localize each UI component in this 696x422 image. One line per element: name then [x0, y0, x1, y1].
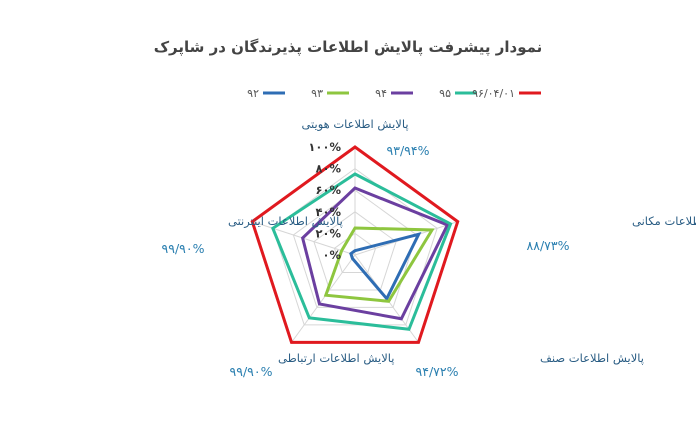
grid-ring: [292, 189, 418, 308]
legend-label: ۹۲: [247, 87, 259, 100]
series-layer: [250, 145, 460, 344]
chart-title: نمودار پیشرفت پالایش اطلاعات پذیرندگان د…: [154, 38, 543, 57]
tick-label: ۴۰%: [315, 205, 341, 219]
legend-entry: ۹۲: [247, 87, 285, 100]
legend-entry: ۹۴: [375, 87, 413, 100]
grid-ring: [313, 211, 397, 291]
legend-entry: ۹۳: [311, 87, 349, 100]
tick-label: ۱۰۰%: [308, 140, 341, 154]
series-line-2: [300, 186, 450, 321]
axis-value-label: ۹۹/۹۰%: [230, 364, 273, 379]
legend-entry: ۹۶/۰۴/۰۱: [472, 87, 541, 100]
series-line-4: [250, 145, 460, 344]
tick-labels: ۰% ۲۰% ۴۰% ۶۰% ۸۰% ۱۰۰%: [308, 140, 341, 262]
legend-label: ۹۵: [439, 87, 451, 100]
axis-value-label: ۸۸/۷۳%: [527, 238, 570, 253]
tick-label: ۸۰%: [315, 162, 341, 176]
series-line-1: [323, 226, 435, 303]
legend-entry: ۹۵: [439, 87, 477, 100]
tick-label: ۶۰%: [315, 183, 341, 197]
grid-spoke: [291, 254, 356, 343]
series-line-3: [270, 172, 453, 331]
axis-label: پالایش اطلاعات اینترنتی: [228, 214, 343, 229]
legend-label: ۹۴: [375, 87, 387, 100]
axis-value-label: ۹۴/۷۲%: [416, 364, 459, 379]
axis-value-label: ۹۳/۹۴%: [387, 143, 430, 158]
legend-label: ۹۳: [311, 87, 323, 100]
series-line-0: [349, 232, 422, 302]
axis-labels: پالایش اطلاعات هویتی ۹۳/۹۴% پالایش اطلاعات…: [162, 117, 696, 379]
axis-label: پالایش اطلاعات مکانی: [632, 214, 696, 229]
axis-label: پالایش اطلاعات صنف: [540, 351, 644, 366]
tick-label: ۰%: [322, 248, 341, 262]
tick-label: ۲۰%: [315, 226, 341, 240]
legend-label: ۹۶/۰۴/۰۱: [472, 87, 515, 100]
legend: ۹۲ ۹۳ ۹۴ ۹۵ ۹۶/۰۴/۰۱: [247, 87, 541, 100]
axis-value-label: ۹۹/۹۰%: [162, 241, 205, 256]
axis-label: پالایش اطلاعات ارتباطی: [278, 351, 395, 366]
axis-label: پالایش اطلاعات هویتی: [301, 117, 408, 132]
